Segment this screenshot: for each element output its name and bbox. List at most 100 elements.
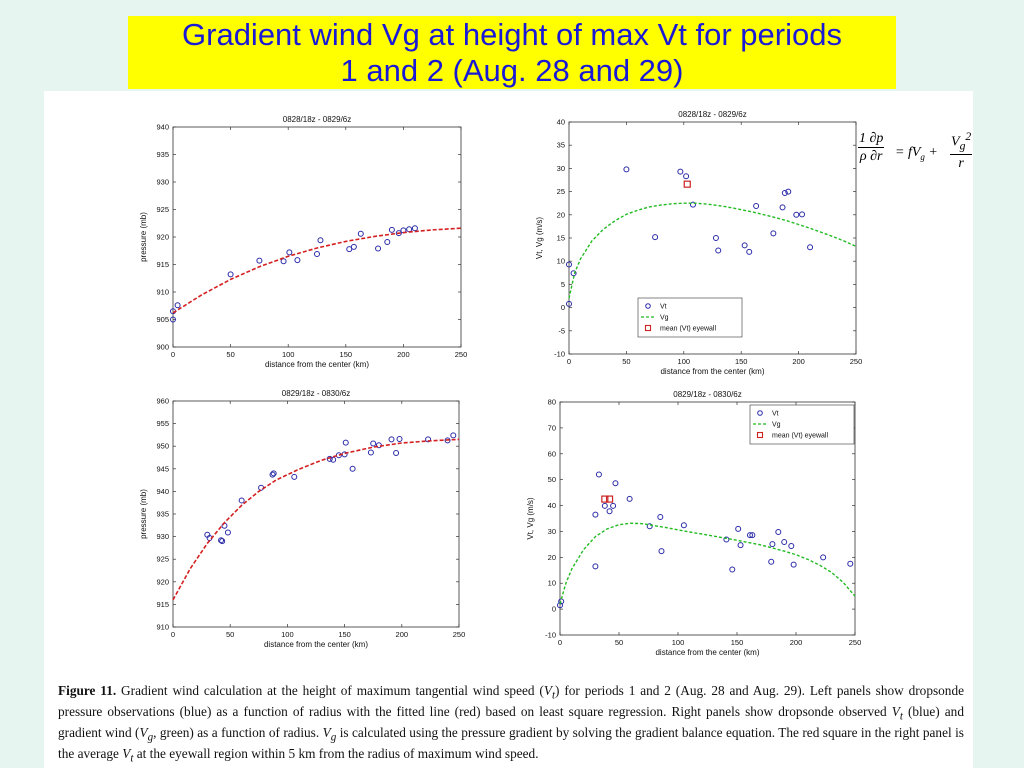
chart-3-xlabel: distance from the center (km) bbox=[264, 640, 368, 649]
chart-2-legend bbox=[637, 297, 743, 338]
chart-3-point bbox=[370, 440, 377, 447]
chart-2-ylabel: Vt, Vg (m/s) bbox=[535, 217, 544, 260]
chart-4-vg-line bbox=[559, 522, 856, 605]
equation-rhs-numerator: Vg2 bbox=[950, 129, 973, 156]
chart-2-legend-entry: Vg bbox=[660, 315, 669, 322]
chart-1-title: 0828/18z - 0829/6z bbox=[283, 115, 352, 124]
chart-4-xtick-label: 50 bbox=[615, 638, 623, 647]
equation-middle: = fVg + bbox=[895, 145, 938, 165]
chart-3-ytick-label: 955 bbox=[156, 419, 169, 428]
chart-1-point bbox=[350, 243, 357, 250]
chart-3-point bbox=[388, 436, 395, 443]
chart-1-ytick-label: 940 bbox=[156, 123, 169, 132]
chart-2-xlabel: distance from the center (km) bbox=[660, 367, 764, 376]
chart-1-point bbox=[388, 226, 395, 233]
chart-2-point bbox=[623, 166, 630, 173]
chart-1-xtick-label: 250 bbox=[455, 350, 468, 359]
chart-4-point bbox=[610, 502, 617, 509]
chart-3-plot-frame bbox=[172, 400, 460, 628]
chart-1-point bbox=[384, 238, 391, 245]
chart-3-ytick-label: 960 bbox=[156, 397, 169, 406]
chart-1-xtick-label: 150 bbox=[340, 350, 353, 359]
chart-1-point bbox=[170, 316, 176, 323]
caption-vg-1-sub: g bbox=[147, 731, 154, 744]
chart-2-legend-marker-vt bbox=[645, 303, 651, 309]
chart-2-point bbox=[746, 248, 753, 255]
caption-part-2: ) for periods 1 and 2 (Aug. 28 and Aug. … bbox=[58, 683, 964, 720]
chart-4-xtick-label: 150 bbox=[731, 638, 744, 647]
chart-3-point bbox=[342, 439, 349, 446]
chart-2-xtick-label: 200 bbox=[792, 357, 805, 366]
chart-1-point bbox=[286, 249, 293, 256]
caption-vt-2-v: V bbox=[891, 704, 900, 720]
equation-rhs-denominator: r bbox=[958, 156, 964, 172]
chart-1-point bbox=[375, 245, 382, 252]
chart-4-point bbox=[781, 539, 788, 546]
chart-2-legend-marker-mean bbox=[644, 324, 652, 332]
chart-2-ytick-label: 20 bbox=[557, 210, 565, 219]
caption-vt-2-sub: t bbox=[899, 710, 903, 723]
chart-2-point bbox=[683, 173, 690, 180]
chart-1-ytick-label: 930 bbox=[156, 178, 169, 187]
chart-2-xtick-label: 150 bbox=[735, 357, 748, 366]
chart-4-point bbox=[592, 563, 599, 570]
chart-3-ylabel: pressure (mb) bbox=[139, 489, 148, 539]
chart-4-point bbox=[737, 542, 744, 549]
equation-rhs-subscript: g bbox=[959, 139, 966, 153]
equation-lhs-denominator: ρ ∂r bbox=[859, 149, 883, 164]
chart-2-point bbox=[677, 168, 684, 175]
chart-3-ytick-label: 915 bbox=[156, 600, 169, 609]
chart-3-point bbox=[444, 437, 451, 444]
chart-2-ytick-label: 10 bbox=[557, 257, 565, 266]
chart-3-ytick-label: 910 bbox=[156, 623, 169, 632]
chart-3-point bbox=[367, 449, 374, 456]
chart-4-ytick-label: 0 bbox=[552, 605, 556, 614]
chart-4-ylabel: Vt, Vg (m/s) bbox=[526, 497, 535, 540]
chart-4-point bbox=[601, 502, 608, 509]
chart-2-point bbox=[715, 247, 722, 254]
chart-1-point bbox=[256, 257, 263, 264]
chart-3-ytick-label: 940 bbox=[156, 487, 169, 496]
caption-label: Figure 11. bbox=[58, 683, 117, 698]
chart-4-point bbox=[626, 495, 633, 502]
chart-1-xtick-label: 0 bbox=[171, 350, 175, 359]
chart-4-legend-entry: Vg bbox=[772, 422, 781, 429]
chart-4-ytick-label: 20 bbox=[548, 553, 556, 562]
chart-4-ytick-label: 80 bbox=[548, 398, 556, 407]
chart-2-point bbox=[770, 230, 777, 237]
caption-vt-1: Vt bbox=[544, 683, 555, 702]
chart-1-point bbox=[317, 237, 324, 244]
chart-2-point bbox=[689, 201, 696, 208]
chart-2-ytick-label: 25 bbox=[557, 187, 565, 196]
chart-4-xtick-label: 200 bbox=[790, 638, 803, 647]
chart-2-point bbox=[779, 204, 786, 211]
chart-3-point bbox=[330, 456, 337, 463]
chart-3-point bbox=[349, 465, 356, 472]
chart-4-mean-square bbox=[601, 495, 609, 503]
chart-1-xtick-label: 100 bbox=[282, 350, 295, 359]
chart-3-ytick-label: 930 bbox=[156, 532, 169, 541]
chart-1-fit-line bbox=[172, 227, 462, 314]
slide-title: Gradient wind Vg at height of max Vt for… bbox=[128, 16, 896, 89]
caption-vt-1-sub: t bbox=[551, 689, 556, 702]
chart-1-ytick-label: 900 bbox=[156, 343, 169, 352]
chart-3-title: 0829/18z - 0830/6z bbox=[282, 389, 351, 398]
chart-2-point bbox=[793, 211, 800, 218]
caption-vg-1-v: V bbox=[139, 725, 148, 741]
chart-3-point bbox=[238, 497, 245, 504]
chart-2-legend-entry: Vt bbox=[660, 304, 667, 311]
chart-3-point bbox=[396, 435, 403, 442]
chart-2-xtick-label: 50 bbox=[622, 357, 630, 366]
gradient-balance-equation: 1 ∂p ρ ∂r = fVg + Vg2 r bbox=[858, 129, 976, 179]
caption-vg-2-v: V bbox=[322, 725, 331, 741]
chart-2-point bbox=[652, 234, 659, 241]
caption-vt-3-v: V bbox=[122, 746, 131, 762]
chart-4-point bbox=[680, 522, 687, 529]
chart-1-point bbox=[294, 257, 301, 264]
chart-2-point bbox=[566, 300, 572, 307]
chart-2-ytick-label: -10 bbox=[554, 350, 565, 359]
chart-1-xtick-label: 200 bbox=[397, 350, 410, 359]
chart-4-point bbox=[775, 528, 782, 535]
chart-1-xlabel: distance from the center (km) bbox=[265, 360, 369, 369]
chart-2-point bbox=[712, 235, 719, 241]
